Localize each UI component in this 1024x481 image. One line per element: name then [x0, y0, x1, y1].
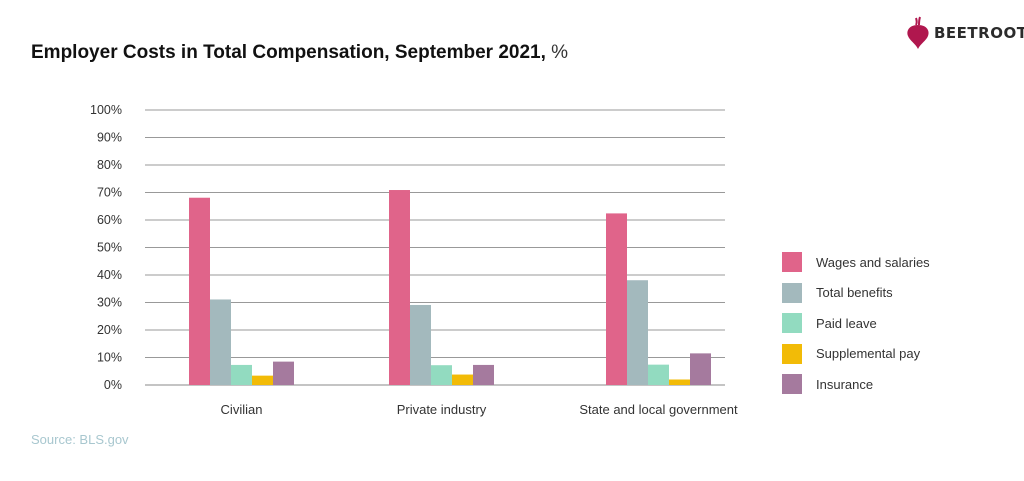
- x-category-label: Private industry: [397, 402, 487, 417]
- y-tick-label: 30%: [97, 296, 122, 310]
- bar-total-benefits: [410, 304, 431, 385]
- legend-item: Supplemental pay: [782, 339, 930, 370]
- bar-insurance: [690, 353, 711, 385]
- y-tick-label: 20%: [97, 323, 122, 337]
- page-title: Employer Costs in Total Compensation, Se…: [31, 42, 568, 64]
- legend-swatch: [782, 343, 802, 364]
- x-category-label: State and local government: [579, 402, 738, 417]
- grid: [145, 109, 725, 386]
- bar-total-benefits: [627, 280, 648, 385]
- bar-insurance: [473, 364, 494, 385]
- y-tick-label: 90%: [97, 131, 122, 145]
- legend-label: Insurance: [816, 376, 874, 392]
- title-unit: %: [551, 42, 569, 63]
- legend-item: Insurance: [782, 369, 930, 400]
- legend-swatch: [782, 374, 802, 395]
- y-tick-label: 80%: [97, 158, 122, 172]
- y-tick-labels: 0% 10% 20% 30% 40% 50% 60% 70% 80% 90% 100%: [90, 103, 122, 392]
- bar-paid-leave: [431, 365, 452, 385]
- legend-swatch: [782, 282, 802, 303]
- bar-wages-and-salaries: [189, 197, 210, 385]
- x-category-label: Civilian: [221, 402, 263, 417]
- bar-wages-and-salaries: [389, 190, 410, 385]
- brand-logo: BEETROOT: [905, 16, 1024, 50]
- bar-supplemental-pay: [452, 374, 473, 385]
- brand-name: BEETROOT: [934, 24, 1024, 42]
- legend-label: Wages and salaries: [816, 254, 930, 270]
- title-text: Employer Costs in Total Compensation, Se…: [31, 42, 546, 63]
- bar-supplemental-pay: [669, 379, 690, 385]
- y-tick-label: 0%: [104, 378, 122, 392]
- legend-swatch: [782, 313, 802, 334]
- bar-paid-leave: [648, 364, 669, 385]
- bar-wages-and-salaries: [606, 213, 627, 385]
- bar-supplemental-pay: [252, 375, 273, 385]
- y-tick-label: 60%: [97, 213, 122, 227]
- legend: Wages and salaries Total benefits Paid lea…: [782, 247, 930, 400]
- legend-swatch: [782, 252, 802, 273]
- legend-item: Paid leave: [782, 308, 930, 339]
- legend-item: Total benefits: [782, 278, 930, 309]
- bar-paid-leave: [231, 364, 252, 385]
- legend-label: Paid leave: [816, 315, 877, 331]
- legend-item: Wages and salaries: [782, 247, 930, 278]
- legend-label: Supplemental pay: [816, 346, 921, 362]
- y-tick-label: 40%: [97, 268, 122, 282]
- bars: [189, 190, 711, 385]
- y-tick-label: 50%: [97, 241, 122, 255]
- bar-total-benefits: [210, 299, 231, 385]
- y-tick-label: 10%: [97, 351, 122, 365]
- bar-insurance: [273, 361, 294, 385]
- source-note: Source: BLS.gov: [31, 432, 129, 447]
- y-tick-label: 100%: [90, 103, 122, 117]
- x-category-labels: Civilian Private industry State and local …: [221, 402, 738, 417]
- y-tick-label: 70%: [97, 186, 122, 200]
- beetroot-icon: [907, 16, 929, 49]
- legend-label: Total benefits: [816, 285, 893, 301]
